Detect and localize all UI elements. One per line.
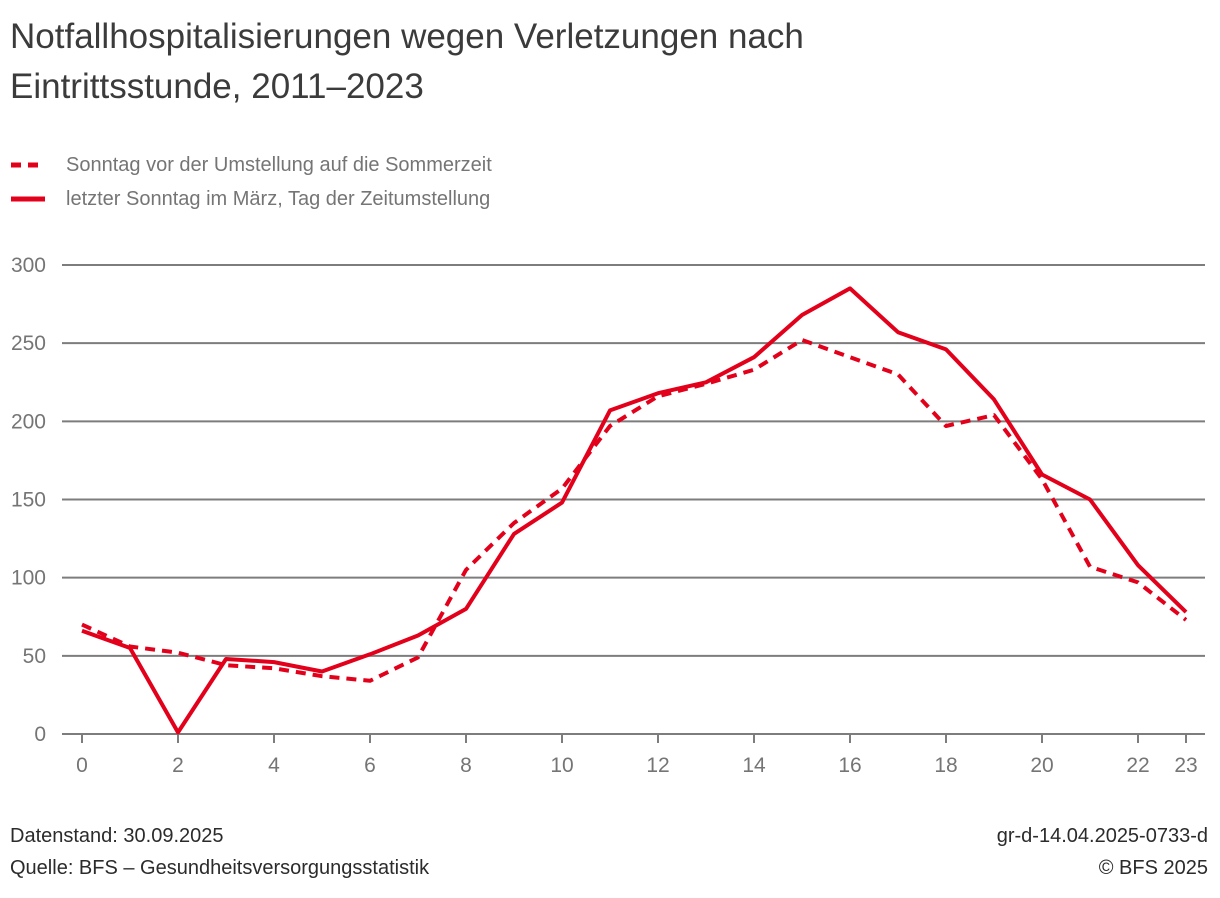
legend: Sonntag vor der Umstellung auf die Somme… bbox=[8, 148, 492, 216]
y-axis-label: 200 bbox=[11, 410, 46, 433]
series-line-dashed bbox=[81, 338, 1188, 683]
y-axis-label: 0 bbox=[34, 723, 46, 746]
series-line-solid bbox=[81, 286, 1188, 735]
x-axis-label: 12 bbox=[646, 754, 669, 777]
footer-datenstand: Datenstand: 30.09.2025 bbox=[10, 825, 224, 847]
y-axis-label: 300 bbox=[11, 254, 46, 277]
solid-line-swatch-icon bbox=[11, 196, 45, 202]
footer-right: gr-d-14.04.2025-0733-d © BFS 2025 bbox=[997, 820, 1208, 884]
title-line-1: Notfallhospitalisierungen wegen Verletzu… bbox=[10, 17, 804, 56]
footer-quelle: Quelle: BFS – Gesundheitsversorgungsstat… bbox=[10, 857, 430, 879]
x-axis-label: 0 bbox=[76, 754, 88, 777]
x-axis-label: 2 bbox=[172, 754, 184, 777]
x-axis-label: 8 bbox=[460, 754, 472, 777]
x-axis-label: 4 bbox=[268, 754, 280, 777]
x-axis-label: 22 bbox=[1126, 754, 1149, 777]
page-title: Notfallhospitalisierungen wegen Verletzu… bbox=[10, 12, 804, 112]
footer-graph-id: gr-d-14.04.2025-0733-d bbox=[996, 825, 1208, 847]
x-axis-label: 23 bbox=[1174, 754, 1197, 777]
x-axis-label: 20 bbox=[1030, 754, 1053, 777]
y-axis-label: 250 bbox=[11, 332, 46, 355]
x-axis-label: 10 bbox=[550, 754, 573, 777]
x-axis-label: 18 bbox=[934, 754, 957, 777]
x-axis-label: 6 bbox=[364, 754, 376, 777]
footer-copyright: © BFS 2025 bbox=[1098, 857, 1208, 879]
legend-label: Sonntag vor der Umstellung auf die Somme… bbox=[66, 153, 492, 176]
y-axis-label: 100 bbox=[11, 567, 46, 590]
dashed-line-swatch-icon bbox=[11, 162, 45, 168]
y-axis-label: 150 bbox=[11, 489, 46, 512]
line-chart: 0 50 100 150 200 250 300 0 2 4 6 8 10 12 14 16 18 20 22 23 bbox=[11, 254, 1205, 777]
y-axis-label: 50 bbox=[23, 645, 46, 668]
title-line-2: Eintrittsstunde, 2011–2023 bbox=[10, 67, 424, 106]
footer-left: Datenstand: 30.09.2025 Quelle: BFS – Ges… bbox=[10, 820, 429, 884]
legend-label: letzter Sonntag im März, Tag der Zeitums… bbox=[66, 187, 491, 210]
x-axis-label: 16 bbox=[838, 754, 861, 777]
x-axis-label: 14 bbox=[742, 754, 766, 777]
legend-item-solid: letzter Sonntag im März, Tag der Zeitums… bbox=[8, 182, 492, 216]
legend-item-dashed: Sonntag vor der Umstellung auf die Somme… bbox=[8, 148, 492, 182]
footer: Datenstand: 30.09.2025 Quelle: BFS – Ges… bbox=[10, 820, 1208, 884]
